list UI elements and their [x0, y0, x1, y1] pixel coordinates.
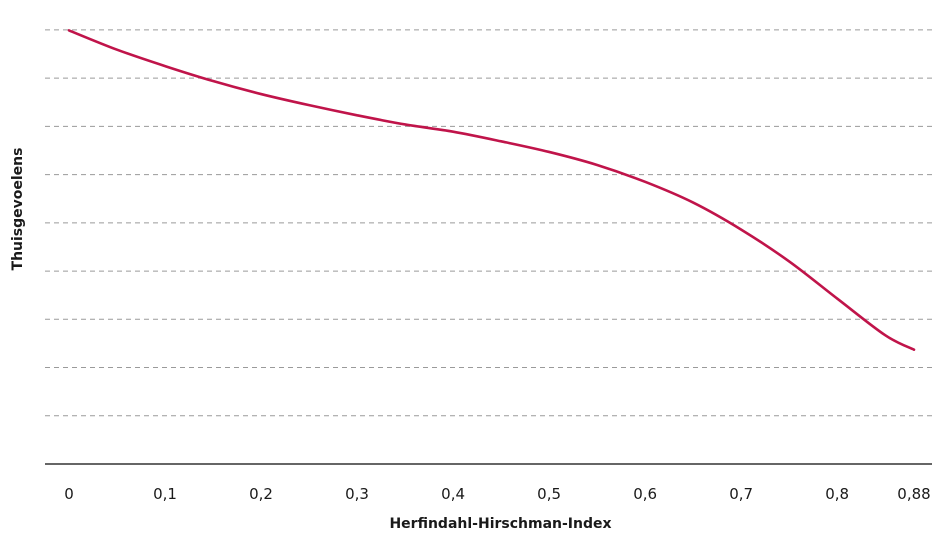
- x-tick-labels: 0 0,1 0,2 0,3 0,4 0,5 0,6 0,7 0,8 0,88: [64, 485, 930, 503]
- gridlines: [45, 29, 932, 417]
- series-layer: [67, 29, 916, 351]
- x-axis-title: Herfindahl-Hirschman-Index: [389, 516, 611, 532]
- y-axis-title: Thuisgevoelens: [10, 148, 26, 271]
- x-tick-label: 0,5: [537, 485, 561, 503]
- x-tick-label: 0,3: [345, 485, 369, 503]
- x-tick-label: 0,2: [249, 485, 273, 503]
- x-tick-label: 0,1: [153, 485, 177, 503]
- x-tick-label: 0,7: [729, 485, 753, 503]
- x-tick-label: 0: [64, 485, 74, 503]
- series-line: [67, 29, 916, 351]
- x-tick-label: 0,8: [825, 485, 849, 503]
- x-tick-label: 0,6: [633, 485, 657, 503]
- x-tick-label: 0,88: [897, 485, 930, 503]
- x-tick-label: 0,4: [441, 485, 465, 503]
